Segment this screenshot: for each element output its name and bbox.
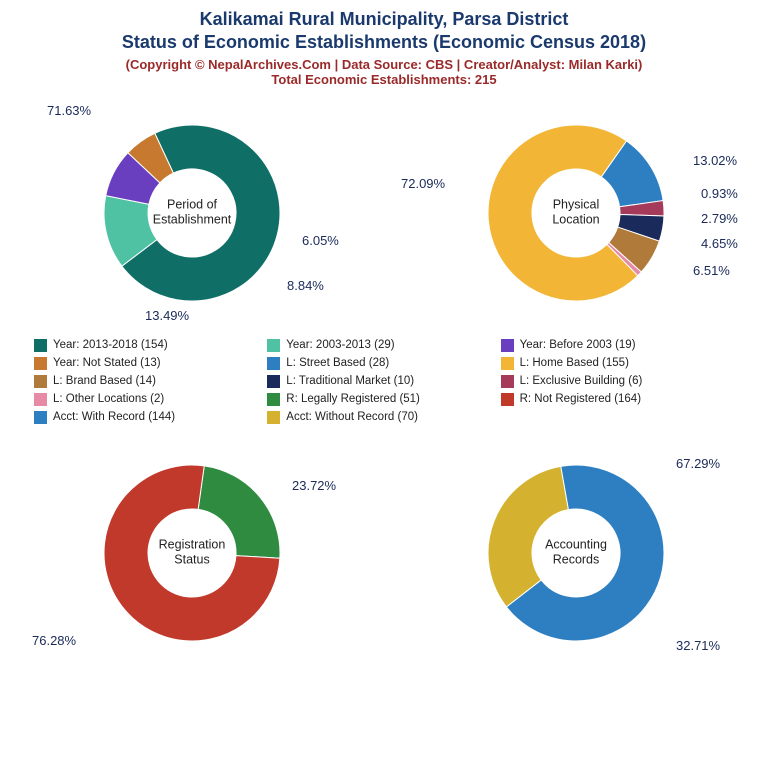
- legend-item: Year: 2003-2013 (29): [267, 339, 500, 352]
- legend-swatch: [501, 375, 514, 388]
- chart-row-top: Period of Establishment 71.63%13.49%8.84…: [0, 93, 768, 333]
- legend-label: Year: Not Stated (13): [53, 357, 161, 369]
- legend-swatch: [267, 339, 280, 352]
- pct-label: 6.51%: [693, 263, 730, 278]
- legend: Year: 2013-2018 (154) Year: 2003-2013 (29…: [0, 333, 768, 429]
- legend-label: L: Brand Based (14): [53, 375, 156, 387]
- donut-svg: [102, 123, 282, 303]
- legend-item: L: Brand Based (14): [34, 375, 267, 388]
- donut-slice: [198, 466, 280, 558]
- pct-label: 67.29%: [676, 456, 720, 471]
- legend-item: R: Not Registered (164): [501, 393, 734, 406]
- pct-label: 4.65%: [701, 236, 738, 251]
- legend-label: R: Legally Registered (51): [286, 393, 420, 405]
- legend-swatch: [34, 339, 47, 352]
- pct-label: 23.72%: [292, 478, 336, 493]
- chart-period: Period of Establishment 71.63%13.49%8.84…: [17, 98, 367, 328]
- legend-label: Year: 2003-2013 (29): [286, 339, 394, 351]
- legend-item: L: Other Locations (2): [34, 393, 267, 406]
- legend-swatch: [501, 357, 514, 370]
- pct-label: 76.28%: [32, 633, 76, 648]
- legend-item: Year: Before 2003 (19): [501, 339, 734, 352]
- copyright-line: (Copyright © NepalArchives.Com | Data So…: [0, 57, 768, 72]
- title-line-2: Status of Economic Establishments (Econo…: [0, 31, 768, 54]
- legend-label: R: Not Registered (164): [520, 393, 641, 405]
- legend-item: Year: 2013-2018 (154): [34, 339, 267, 352]
- pct-label: 72.09%: [401, 176, 445, 191]
- pct-label: 13.49%: [145, 308, 189, 323]
- legend-label: Acct: With Record (144): [53, 411, 175, 423]
- legend-item: L: Traditional Market (10): [267, 375, 500, 388]
- donut-slice: [488, 125, 638, 301]
- pct-label: 32.71%: [676, 638, 720, 653]
- legend-item: L: Exclusive Building (6): [501, 375, 734, 388]
- legend-label: L: Exclusive Building (6): [520, 375, 643, 387]
- pct-label: 8.84%: [287, 278, 324, 293]
- title-line-1: Kalikamai Rural Municipality, Parsa Dist…: [0, 8, 768, 31]
- legend-label: Year: Before 2003 (19): [520, 339, 636, 351]
- legend-item: Acct: Without Record (70): [267, 411, 500, 424]
- total-line: Total Economic Establishments: 215: [0, 72, 768, 87]
- pct-label: 6.05%: [302, 233, 339, 248]
- legend-swatch: [34, 411, 47, 424]
- legend-label: Acct: Without Record (70): [286, 411, 418, 423]
- donut-svg: [486, 463, 666, 643]
- chart-registration: Registration Status 23.72%76.28%: [17, 438, 367, 668]
- chart-accounting: Accounting Records 67.29%32.71%: [401, 438, 751, 668]
- legend-swatch: [267, 375, 280, 388]
- legend-item: R: Legally Registered (51): [267, 393, 500, 406]
- pct-label: 2.79%: [701, 211, 738, 226]
- legend-label: Year: 2013-2018 (154): [53, 339, 168, 351]
- legend-swatch: [267, 393, 280, 406]
- legend-swatch: [34, 393, 47, 406]
- pct-label: 0.93%: [701, 186, 738, 201]
- legend-swatch: [34, 375, 47, 388]
- legend-item: Acct: With Record (144): [34, 411, 267, 424]
- legend-swatch: [34, 357, 47, 370]
- legend-label: L: Street Based (28): [286, 357, 389, 369]
- chart-location: Physical Location 13.02%0.93%2.79%4.65%6…: [401, 98, 751, 328]
- legend-item: L: Home Based (155): [501, 357, 734, 370]
- donut-slice: [488, 466, 568, 607]
- legend-item: L: Street Based (28): [267, 357, 500, 370]
- legend-item: Year: Not Stated (13): [34, 357, 267, 370]
- legend-swatch: [501, 393, 514, 406]
- legend-swatch: [267, 357, 280, 370]
- legend-swatch: [501, 339, 514, 352]
- header: Kalikamai Rural Municipality, Parsa Dist…: [0, 0, 768, 87]
- legend-label: L: Traditional Market (10): [286, 375, 414, 387]
- chart-row-bottom: Registration Status 23.72%76.28% Account…: [0, 433, 768, 673]
- pct-label: 71.63%: [47, 103, 91, 118]
- legend-label: L: Other Locations (2): [53, 393, 164, 405]
- donut-svg: [102, 463, 282, 643]
- donut-svg: [486, 123, 666, 303]
- pct-label: 13.02%: [693, 153, 737, 168]
- legend-label: L: Home Based (155): [520, 357, 629, 369]
- legend-swatch: [267, 411, 280, 424]
